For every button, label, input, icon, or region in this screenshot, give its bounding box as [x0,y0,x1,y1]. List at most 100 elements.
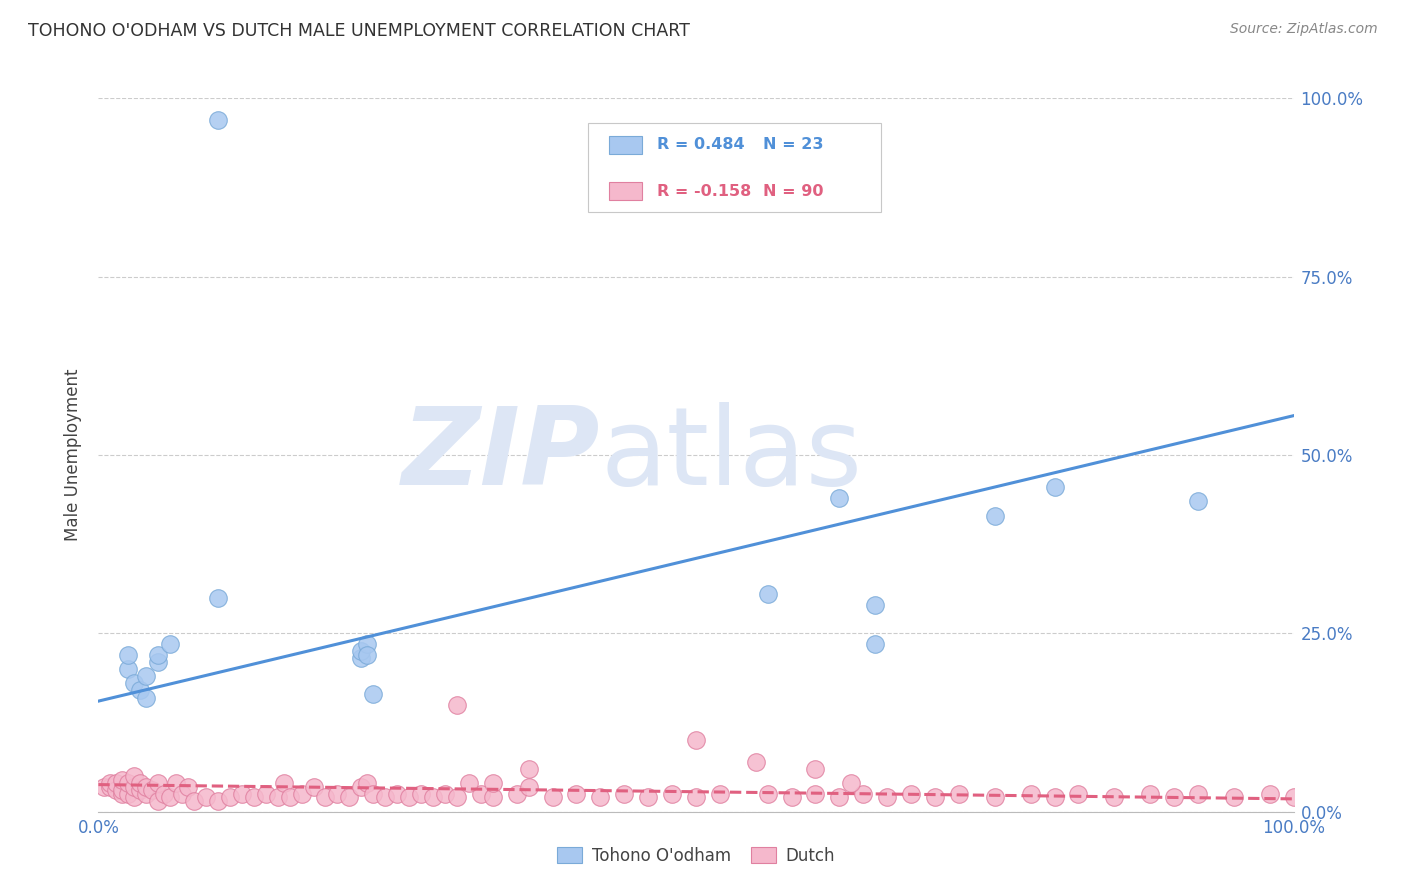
Point [363,687,385,701]
Point [93,780,115,794]
Point [422,790,444,805]
Point [948,787,970,801]
Point [1139,787,1161,801]
Point [350,780,373,794]
Point [481,790,505,805]
Point [924,790,946,805]
Point [159,637,181,651]
Point [1019,787,1042,801]
Point [446,698,468,712]
Point [685,733,707,747]
Point [828,790,851,805]
Point [117,648,139,662]
Point [984,790,1007,805]
Point [183,794,205,808]
Point [1187,494,1209,508]
Point [124,780,146,794]
Point [105,776,128,790]
Point [148,776,170,790]
Point [374,790,396,805]
Point [661,787,683,801]
Point [852,787,875,801]
Point [105,783,128,797]
FancyBboxPatch shape [588,123,882,212]
Text: ZIP: ZIP [402,402,600,508]
Point [159,790,181,805]
Point [780,790,803,805]
Point [326,787,349,801]
Point [984,508,1007,523]
Point [841,776,863,790]
Text: N = 23: N = 23 [763,137,824,153]
Point [804,762,827,776]
Point [254,787,277,801]
Point [685,790,707,805]
Point [135,669,157,683]
Text: TOHONO O'ODHAM VS DUTCH MALE UNEMPLOYMENT CORRELATION CHART: TOHONO O'ODHAM VS DUTCH MALE UNEMPLOYMEN… [28,22,690,40]
Point [1067,787,1090,801]
Point [517,780,540,794]
Point [506,787,529,801]
Point [124,790,146,805]
Point [470,787,492,801]
Point [756,587,779,601]
Point [124,676,146,690]
Point [411,787,433,801]
Point [135,787,157,801]
Point [141,783,163,797]
Text: Source: ZipAtlas.com: Source: ZipAtlas.com [1230,22,1378,37]
Point [117,787,139,801]
Point [863,637,887,651]
Point [165,776,187,790]
Point [433,787,456,801]
Point [398,790,420,805]
Point [385,787,409,801]
Text: atlas: atlas [600,402,862,508]
Point [1043,480,1066,494]
Point [541,790,564,805]
Point [1163,790,1185,805]
Point [350,651,373,665]
Point [804,787,827,801]
Point [1187,787,1209,801]
Point [339,790,360,805]
Point [129,683,152,698]
Point [481,776,505,790]
Y-axis label: Male Unemployment: Male Unemployment [65,368,83,541]
Point [709,787,731,801]
Point [356,776,378,790]
Point [278,790,301,805]
Point [613,787,636,801]
Point [637,790,659,805]
Point [117,662,139,676]
Point [148,655,170,669]
Point [1258,787,1281,801]
Point [148,794,170,808]
Point [219,790,242,805]
Point [589,790,612,805]
Point [876,790,898,805]
Point [315,790,337,805]
Point [111,772,134,787]
Point [1043,790,1066,805]
Point [356,648,378,662]
Point [565,787,588,801]
Point [863,598,887,612]
Bar [609,182,643,200]
Point [517,762,540,776]
Text: N = 90: N = 90 [763,184,824,199]
Point [267,790,290,805]
Point [446,790,468,805]
Bar [609,136,643,153]
Point [207,591,229,605]
Point [828,491,851,505]
Point [207,794,229,808]
Point [177,780,200,794]
Point [243,790,266,805]
Point [111,783,134,797]
Point [302,780,325,794]
Point [153,787,176,801]
Point [135,690,157,705]
Point [756,787,779,801]
Point [291,787,314,801]
